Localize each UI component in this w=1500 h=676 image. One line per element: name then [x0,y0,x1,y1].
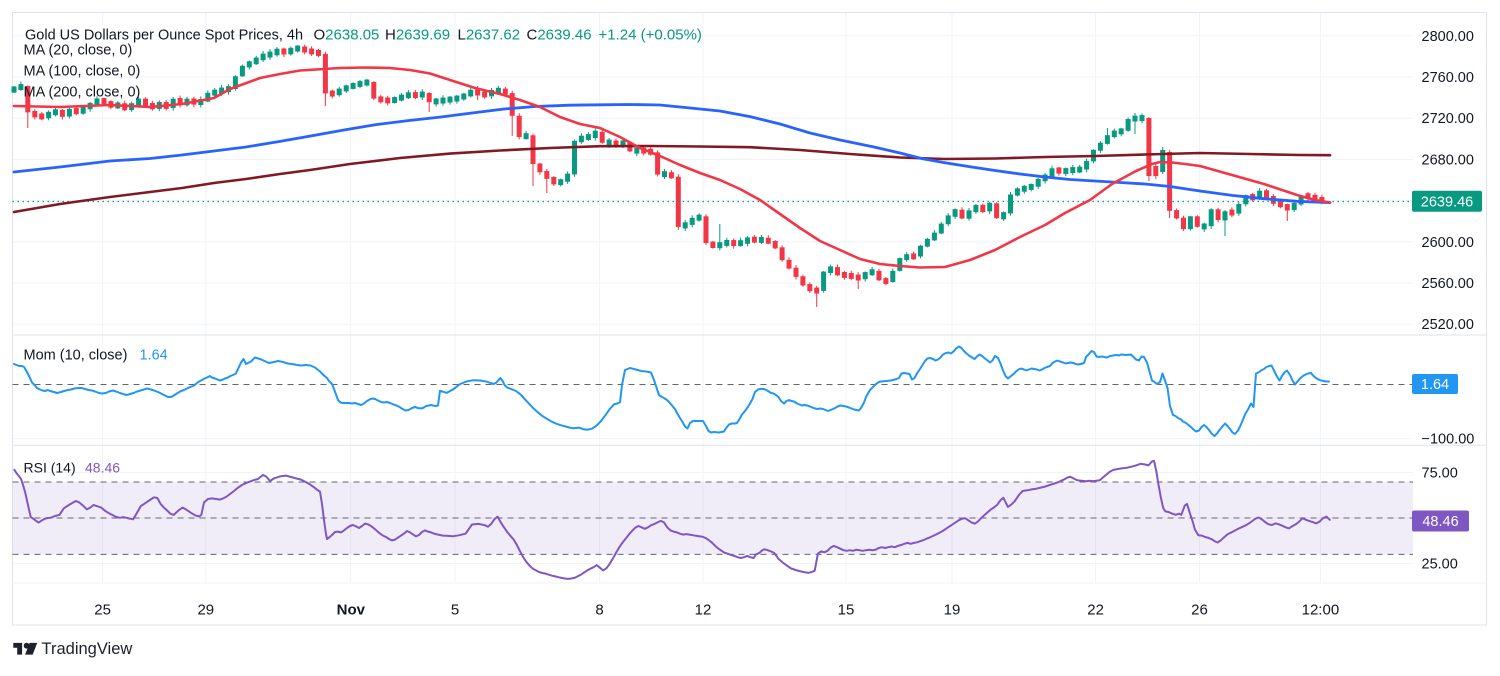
svg-text:MA (20, close, 0): MA (20, close, 0) [24,43,133,59]
svg-text:+1.24 (+0.05%): +1.24 (+0.05%) [599,27,702,44]
svg-text:22: 22 [1087,601,1104,618]
svg-text:48.46: 48.46 [85,460,120,476]
svg-text:75.00: 75.00 [1422,466,1458,482]
svg-text:19: 19 [944,601,961,618]
svg-text:MA (100, close, 0): MA (100, close, 0) [24,64,141,80]
svg-text:25.00: 25.00 [1422,557,1458,573]
svg-text:2560.00: 2560.00 [1422,276,1474,292]
svg-text:RSI (14): RSI (14) [24,460,76,476]
svg-text:MA (200, close, 0): MA (200, close, 0) [24,85,141,101]
svg-text:Gold US Dollars per Ounce Spot: Gold US Dollars per Ounce Spot Prices, 4… [25,28,303,44]
svg-text:25: 25 [94,601,111,618]
svg-text:2639.46: 2639.46 [1421,194,1473,210]
svg-text:48.46: 48.46 [1422,514,1458,530]
svg-text:29: 29 [197,601,214,618]
svg-text:2520.00: 2520.00 [1422,317,1474,333]
svg-text:1.64: 1.64 [140,348,168,364]
svg-text:L2637.62: L2637.62 [458,27,521,44]
svg-text:H2639.69: H2639.69 [385,27,450,44]
svg-text:2720.00: 2720.00 [1422,111,1474,127]
svg-text:26: 26 [1191,601,1208,618]
svg-text:C2639.46: C2639.46 [527,27,592,44]
svg-text:2760.00: 2760.00 [1422,70,1474,86]
svg-text:2800.00: 2800.00 [1422,29,1474,45]
svg-text:1.64: 1.64 [1421,377,1449,393]
svg-text:5: 5 [451,601,459,618]
svg-text:12:00: 12:00 [1302,601,1340,618]
svg-text:15: 15 [838,601,855,618]
svg-text:O2638.05: O2638.05 [314,27,380,44]
svg-text:8: 8 [595,601,603,618]
svg-text:TradingView: TradingView [42,640,133,658]
svg-text:−100.00: −100.00 [1422,432,1475,448]
svg-text:2680.00: 2680.00 [1422,152,1474,168]
svg-text:Nov: Nov [337,601,366,618]
svg-text:Mom (10, close): Mom (10, close) [24,348,128,364]
svg-text:12: 12 [695,601,712,618]
svg-text:2600.00: 2600.00 [1422,235,1474,251]
